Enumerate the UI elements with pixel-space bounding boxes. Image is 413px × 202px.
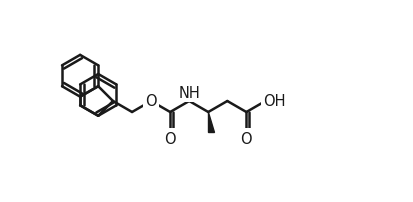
Text: OH: OH (263, 94, 286, 109)
Text: O: O (145, 94, 157, 109)
Text: O: O (164, 131, 176, 146)
Text: O: O (240, 131, 252, 146)
Text: NH: NH (178, 85, 200, 100)
Polygon shape (208, 113, 214, 132)
